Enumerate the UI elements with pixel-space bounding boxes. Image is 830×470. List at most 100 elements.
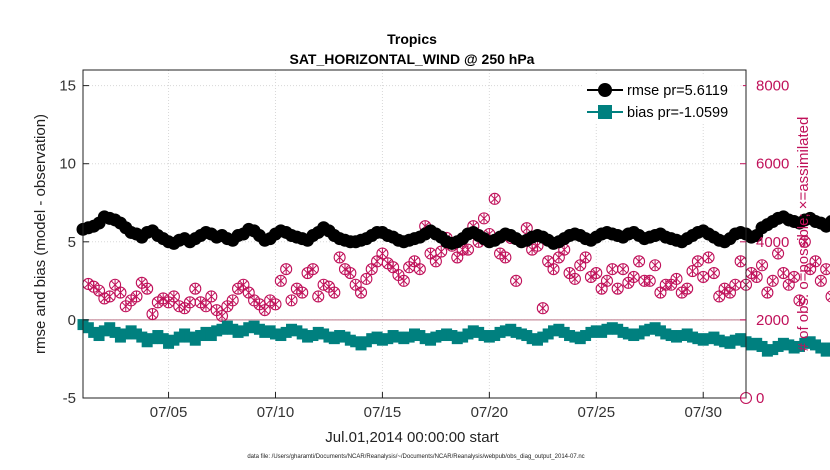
obs-assimilated-point xyxy=(779,268,788,279)
obs-assimilated-point xyxy=(437,246,446,257)
obs-possible-point xyxy=(477,212,491,225)
obs-count-series xyxy=(82,192,830,405)
obs-assimilated-point xyxy=(650,260,660,271)
obs-possible-point xyxy=(285,294,298,307)
obs-possible-point xyxy=(611,282,624,295)
obs-assimilated-point xyxy=(495,248,505,259)
obs-possible-point xyxy=(226,294,239,307)
obs-possible-point xyxy=(755,259,769,272)
obs-assimilated-point xyxy=(490,193,499,204)
obs-possible-point xyxy=(670,272,683,285)
obs-possible-point xyxy=(579,251,592,264)
obs-assimilated-point xyxy=(126,295,136,306)
obs-possible-point xyxy=(413,263,426,276)
obs-assimilated-point xyxy=(388,262,398,273)
y-axis-right: 0 2000 4000 6000 8000 xyxy=(740,78,789,407)
obs-assimilated-point xyxy=(688,266,697,277)
obs-possible-point xyxy=(788,270,801,284)
obs-assimilated-point xyxy=(789,271,799,282)
obs-assimilated-point xyxy=(795,295,804,306)
obs-assimilated-point xyxy=(367,264,376,275)
y-right-tick-label: 6000 xyxy=(756,156,789,173)
rmse-point xyxy=(825,215,830,228)
obs-assimilated-point xyxy=(298,287,307,298)
obs-assimilated-point xyxy=(201,301,211,312)
obs-possible-point xyxy=(488,192,501,205)
y-axis-left: -5 0 5 10 15 xyxy=(59,78,89,407)
obs-possible-point xyxy=(146,307,159,321)
obs-possible-point xyxy=(274,274,287,287)
obs-assimilated-point xyxy=(94,285,104,296)
obs-possible-point xyxy=(360,272,373,285)
obs-assimilated-point xyxy=(693,256,703,267)
obs-possible-point xyxy=(691,255,704,268)
x-tick-label: 07/20 xyxy=(471,404,509,421)
obs-possible-point xyxy=(536,302,549,315)
obs-assimilated-point xyxy=(431,256,441,267)
obs-possible-point xyxy=(510,274,523,287)
obs-possible-point xyxy=(189,282,202,295)
obs-assimilated-point xyxy=(554,252,564,263)
obs-assimilated-point xyxy=(816,275,826,286)
obs-assimilated-point xyxy=(415,264,425,275)
chart-subtitle: SAT_HORIZONTAL_WIND @ 250 hPa xyxy=(290,51,535,67)
obs-assimilated-point xyxy=(773,248,783,259)
obs-assimilated-point xyxy=(110,279,120,290)
legend-label-bias: bias pr=-1.0599 xyxy=(627,105,728,121)
obs-assimilated-point xyxy=(105,291,114,302)
obs-assimilated-point xyxy=(672,273,681,284)
y-axis-label: rmse and bias (model - observation) xyxy=(32,114,49,354)
obs-assimilated-point xyxy=(704,252,713,263)
obs-possible-point xyxy=(766,274,779,287)
obs-possible-point xyxy=(814,274,827,287)
obs-assimilated-point xyxy=(592,268,601,279)
obs-assimilated-point xyxy=(720,283,729,294)
obs-assimilated-point xyxy=(378,248,387,259)
y-tick-label: 5 xyxy=(68,234,76,251)
obs-assimilated-point xyxy=(292,283,302,294)
y-right-tick-label: 0 xyxy=(756,390,764,407)
obs-assimilated-point xyxy=(586,271,596,282)
obs-assimilated-point xyxy=(570,273,580,284)
obs-assimilated-point xyxy=(153,297,163,308)
legend-marker-rmse xyxy=(598,83,612,97)
y-right-tick-label: 2000 xyxy=(756,312,789,329)
obs-possible-point xyxy=(547,263,560,276)
x-tick-label: 07/10 xyxy=(257,404,295,421)
obs-assimilated-point xyxy=(538,303,547,314)
obs-possible-point xyxy=(333,251,346,264)
obs-assimilated-point xyxy=(549,264,558,275)
obs-assimilated-point xyxy=(736,256,745,267)
obs-possible-point xyxy=(798,235,811,248)
chart-title: Tropics xyxy=(387,31,437,47)
obs-assimilated-point xyxy=(228,295,237,306)
obs-assimilated-point xyxy=(196,297,205,308)
footnote: data file: /Users/gharamti/Documents/NCA… xyxy=(247,454,584,460)
obs-assimilated-point xyxy=(84,278,93,289)
obs-assimilated-point xyxy=(276,275,285,286)
obs-assimilated-point xyxy=(709,268,719,279)
y-right-tick-label: 8000 xyxy=(756,78,789,95)
obs-assimilated-point xyxy=(715,291,724,302)
obs-assimilated-point xyxy=(763,287,772,298)
obs-possible-point xyxy=(397,274,410,287)
obs-assimilated-point xyxy=(634,256,644,267)
obs-possible-point xyxy=(772,247,785,260)
obs-assimilated-point xyxy=(576,260,585,271)
obs-assimilated-point xyxy=(116,287,125,298)
y-tick-label: 15 xyxy=(59,78,76,95)
obs-assimilated-point xyxy=(351,279,360,290)
obs-assimilated-point xyxy=(597,283,606,294)
obs-assimilated-point xyxy=(811,256,820,267)
obs-possible-point xyxy=(777,266,790,280)
x-tick-label: 07/30 xyxy=(684,404,722,421)
x-axis-label: Jul.01,2014 00:00:00 start xyxy=(325,429,499,446)
obs-assimilated-point xyxy=(768,275,777,286)
obs-assimilated-point xyxy=(581,252,590,263)
obs-assimilated-point xyxy=(757,260,767,271)
obs-assimilated-point xyxy=(827,292,830,301)
obs-assimilated-point xyxy=(233,283,243,294)
obs-assimilated-point xyxy=(89,281,98,292)
obs-assimilated-point xyxy=(185,297,195,308)
